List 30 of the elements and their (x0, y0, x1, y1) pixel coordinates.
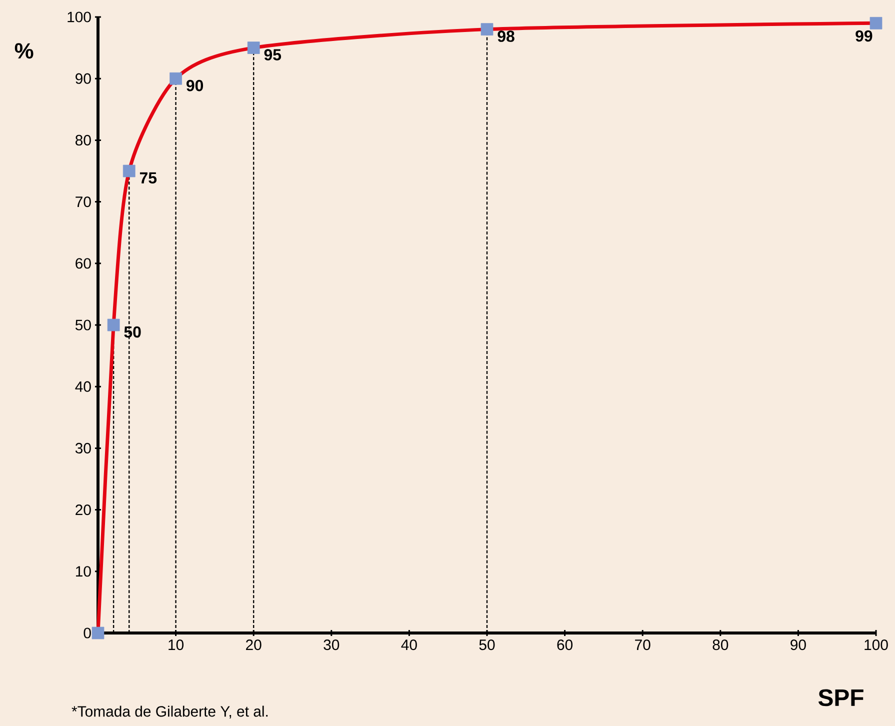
y-tick-label: 20 (76, 504, 91, 516)
x-tick-label: 10 (168, 640, 184, 650)
x-tick-label: 40 (401, 640, 417, 650)
y-tick-label: 100 (68, 12, 91, 22)
y-tick-label: 0 (84, 628, 91, 638)
y-tick-label: 90 (76, 73, 91, 84)
data-label: 95 (264, 49, 282, 60)
text: *Tomada de Gilaberte Y, et al. (72, 706, 268, 718)
data-label: 50 (124, 326, 141, 338)
x-tick-label: 90 (790, 640, 806, 650)
data-label: 99 (856, 30, 872, 42)
data-label: 98 (498, 30, 514, 42)
x-axis-title: SPF (818, 689, 864, 706)
y-tick-label: 70 (76, 196, 91, 208)
y-tick-label: 30 (75, 442, 91, 454)
y-tick-label: 50 (75, 320, 91, 330)
y-tick-label: 80 (76, 134, 91, 146)
x-tick-label: 100 (864, 640, 888, 650)
y-axis-title: % (14, 43, 34, 59)
y-tick-label: 60 (76, 258, 91, 269)
x-tick-label: 60 (557, 640, 573, 650)
y-tick-label: 10 (76, 566, 91, 577)
x-tick-label: 80 (712, 640, 728, 650)
x-tick-label: 20 (246, 640, 262, 650)
data-label: 75 (140, 172, 157, 184)
x-tick-label: 70 (635, 640, 650, 650)
x-tick-label: 50 (479, 640, 495, 650)
x-tick-label: 30 (324, 640, 340, 650)
data-label: 90 (186, 80, 204, 92)
y-tick-label: 40 (75, 381, 91, 392)
